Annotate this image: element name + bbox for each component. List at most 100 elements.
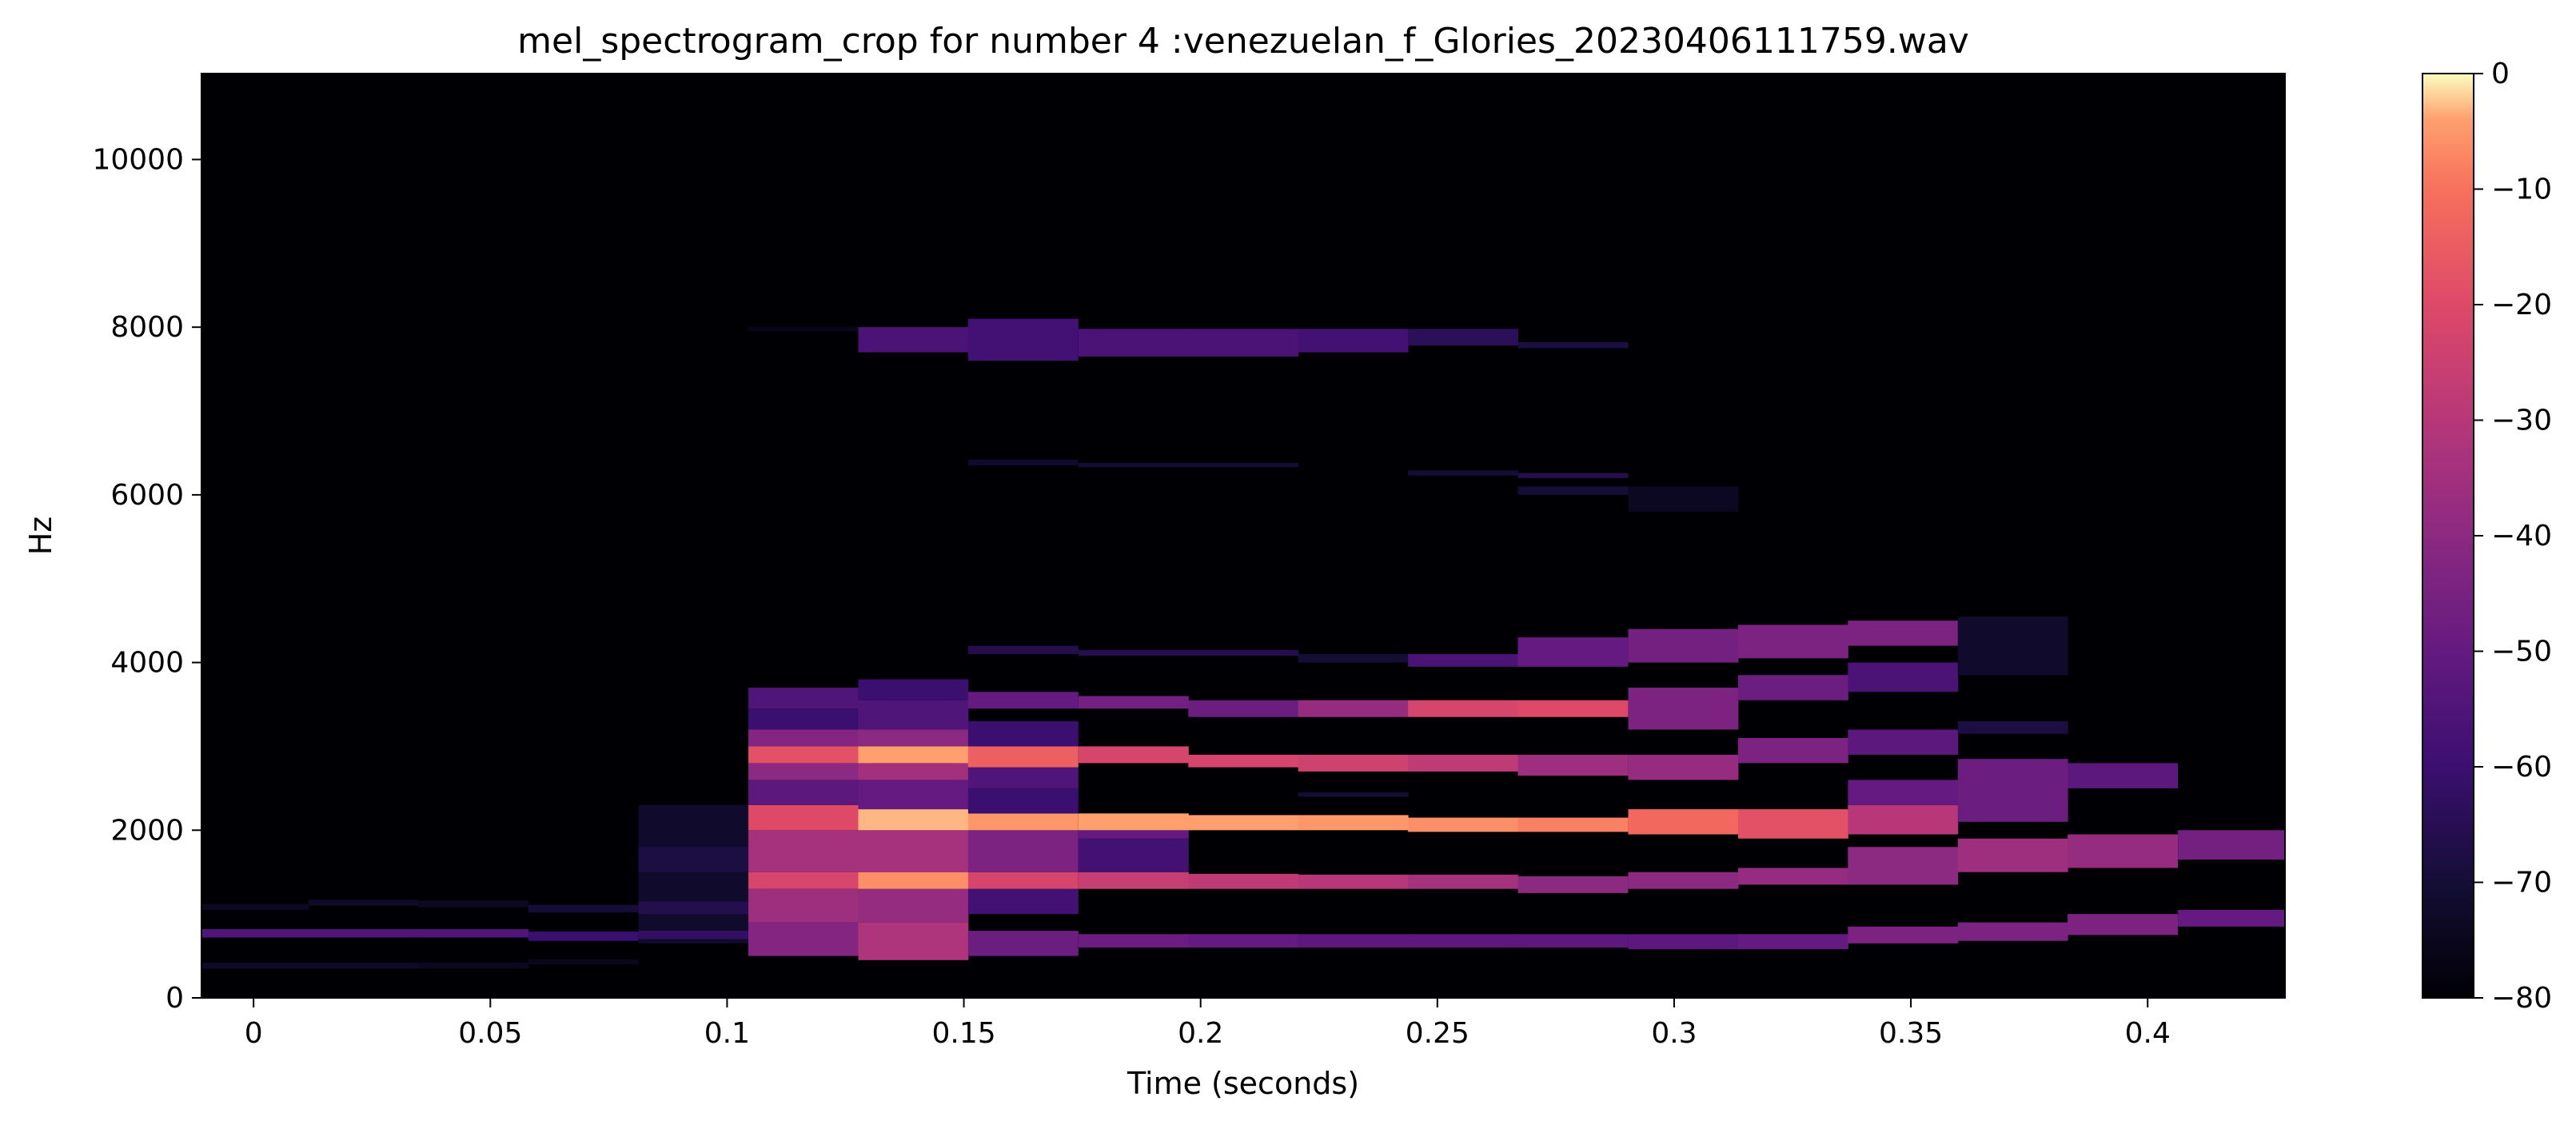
spectrogram-cell [528, 932, 639, 941]
spectrogram-cell [858, 922, 969, 960]
spectrogram-cell [748, 872, 859, 889]
spectrogram-cell [858, 327, 969, 353]
spectrogram-cell [748, 688, 859, 709]
spectrogram-cell [1848, 662, 1959, 692]
spectrogram-cell [1517, 700, 1629, 717]
x-tick-label: 0.35 [1879, 1017, 1943, 1050]
x-tick-label: 0.1 [704, 1017, 750, 1050]
spectrogram-cell [1298, 700, 1409, 717]
spectrogram-cell [858, 830, 969, 872]
spectrogram-cell [1517, 637, 1629, 667]
spectrogram-cell [1737, 737, 1848, 764]
spectrogram-cell [858, 872, 969, 889]
spectrogram-cell [967, 888, 1079, 915]
spectrogram-cell [1628, 754, 1739, 780]
spectrogram-cell [638, 804, 749, 943]
spectrogram-cell [1628, 934, 1739, 950]
spectrogram-cell [1408, 329, 1519, 346]
spectrogram-cell [1078, 696, 1189, 709]
spectrogram-cell [1408, 934, 1519, 948]
x-tick-label: 0.25 [1406, 1017, 1469, 1050]
spectrogram-cell [1848, 847, 1959, 885]
spectrogram-cell [2068, 914, 2179, 936]
spectrogram-cell [201, 929, 309, 938]
spectrogram-cell [1737, 624, 1848, 659]
spectrogram-cell [638, 847, 749, 872]
spectrogram-cell [1517, 754, 1629, 776]
spectrogram-cell [1628, 809, 1739, 835]
y-tick-label: 4000 [110, 647, 184, 680]
spectrogram-cell [1188, 649, 1299, 656]
spectrogram-cell [201, 962, 309, 969]
spectrogram-cell [1408, 470, 1519, 476]
spectrogram-cell [1737, 809, 1848, 839]
x-tick-label: 0.15 [931, 1017, 995, 1050]
spectrogram-cell [308, 929, 419, 938]
spectrogram-cell [1408, 700, 1519, 717]
spectrogram-cell [2178, 830, 2285, 860]
colorbar-tick-label: −80 [2491, 982, 2552, 1015]
spectrogram-cell [1957, 616, 2068, 676]
x-tick-label: 0.05 [458, 1017, 522, 1050]
spectrogram-cell [748, 922, 859, 956]
spectrogram-cell [1078, 463, 1189, 468]
spectrogram-cell [1078, 329, 1189, 357]
spectrogram-cell [858, 888, 969, 923]
x-tick-label: 0.4 [2125, 1017, 2171, 1050]
spectrogram-cell [1188, 873, 1299, 889]
spectrogram-cell [1078, 934, 1189, 948]
spectrogram-cell [418, 900, 529, 908]
spectrogram-cell [967, 318, 1079, 361]
spectrogram-cell [967, 872, 1079, 889]
spectrogram-cell [748, 804, 859, 831]
x-tick-label: 0.3 [1651, 1017, 1697, 1050]
spectrogram-cell [1298, 815, 1409, 831]
spectrogram-cell [1957, 838, 2068, 872]
spectrogram-cell [967, 813, 1079, 831]
spectrogram-cell [967, 720, 1079, 747]
spectrogram-cell [1408, 874, 1519, 889]
x-tick-label: 0 [245, 1017, 263, 1050]
spectrogram-cell [1188, 754, 1299, 768]
spectrogram-cell [1188, 700, 1299, 717]
colorbar-tick-label: −30 [2491, 405, 2552, 437]
spectrogram-cell [528, 959, 639, 965]
spectrogram-cell [308, 900, 419, 906]
spectrogram-cell [967, 830, 1079, 872]
y-tick-label: 8000 [110, 311, 184, 344]
spectrogram-cell [1848, 804, 1959, 835]
spectrogram-cell [1517, 342, 1629, 349]
spectrogram-cell [858, 729, 969, 747]
spectrogram-cell [1078, 813, 1189, 831]
colorbar-tick-label: 0 [2491, 58, 2510, 90]
spectrogram-cell [967, 645, 1079, 655]
spectrogram-cell [967, 788, 1079, 814]
spectrogram-cell [1848, 780, 1959, 805]
colorbar-tick-label: −60 [2491, 751, 2552, 784]
x-axis-label: Time (seconds) [1127, 1066, 1359, 1101]
spectrogram-cell [748, 888, 859, 923]
spectrogram-cell [2068, 834, 2179, 868]
spectrogram-cell [1078, 830, 1189, 839]
spectrogram-cell [1628, 872, 1739, 889]
spectrogram-cell [1957, 922, 2068, 941]
spectrogram-cell [1188, 329, 1299, 357]
colorbar-tick-label: −20 [2491, 289, 2552, 321]
spectrogram-cell [1957, 720, 2068, 734]
spectrogram-cell [748, 746, 859, 764]
spectrogram-cell [638, 931, 749, 939]
y-axis-label: Hz [23, 517, 58, 556]
spectrogram-cell [1737, 675, 1848, 700]
colorbar [2422, 73, 2474, 999]
spectrogram-cell [967, 459, 1079, 466]
spectrogram-cell [1957, 759, 2068, 822]
spectrogram-cell [418, 962, 529, 969]
spectrogram-cell [1298, 654, 1409, 663]
plot-frame [201, 73, 2286, 999]
spectrogram-cell [858, 780, 969, 810]
spectrogram-cell [1848, 620, 1959, 646]
spectrogram-cell [748, 708, 859, 730]
spectrogram-cell [1408, 654, 1519, 667]
spectrogram-cell [1408, 817, 1519, 832]
spectrogram-cell [748, 763, 859, 780]
